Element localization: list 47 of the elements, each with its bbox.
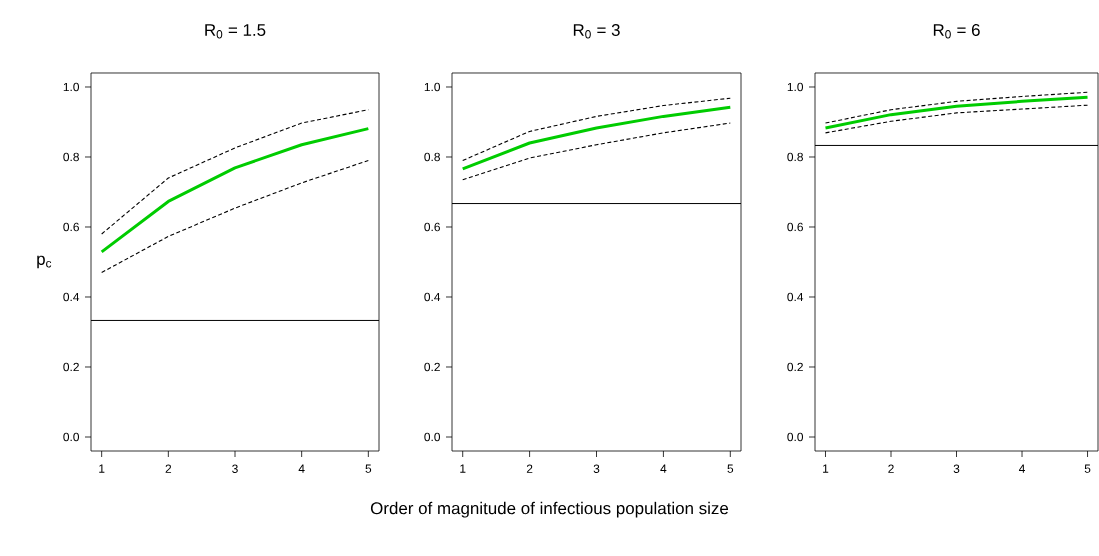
line-series: [461, 105, 732, 171]
chart-title: R$_{0}$ = 3: [573, 23, 620, 39]
x-tick-label: 5: [727, 464, 734, 473]
y-tick-label: 0.8: [787, 152, 803, 162]
x-tick-label: 5: [1084, 464, 1091, 473]
x-tick-label: 3: [232, 464, 238, 473]
y-axis-title: p$_{c}$: [37, 255, 52, 269]
x-tick-label: 2: [165, 464, 172, 473]
y-tick-label: 0.4: [424, 292, 441, 302]
x-tick-label: 5: [365, 464, 372, 473]
x-tick-label: 4: [660, 464, 667, 473]
y-tick-label: 0.8: [63, 152, 79, 162]
y-tick-label: 0.0: [787, 432, 804, 442]
line-series: [824, 91, 1089, 124]
x-tick-label: 4: [298, 464, 305, 473]
x-tick-label: 3: [593, 464, 600, 473]
x-tick-label: 3: [953, 464, 960, 473]
x-tick-label: 2: [526, 464, 533, 473]
y-tick-label: 0.6: [424, 222, 440, 232]
y-tick-label: 0.4: [63, 292, 80, 302]
x-tick-label: 4: [1018, 464, 1025, 473]
x-tick-label: 1: [823, 464, 829, 473]
x-tick-label: 1: [99, 464, 105, 473]
y-tick-label: 0.8: [424, 152, 440, 162]
line-series: [824, 104, 1089, 134]
y-tick-label: 0.0: [424, 432, 441, 442]
y-tick-label: 0.0: [63, 432, 80, 442]
line-series: [101, 159, 369, 274]
line-series: [100, 127, 370, 254]
chart-title: R$_{0}$ = 1.5: [205, 24, 266, 39]
y-tick-label: 0.6: [63, 222, 79, 232]
chart-title: R$_{0}$ = 6: [933, 23, 980, 39]
line-series: [101, 109, 369, 235]
y-tick-label: 0.2: [63, 362, 79, 372]
x-tick-label: 2: [888, 464, 894, 473]
y-tick-label: 1.0: [424, 82, 441, 92]
y-tick-label: 0.6: [787, 222, 803, 232]
x-tick-label: 1: [460, 464, 466, 473]
y-tick-label: 0.2: [424, 362, 440, 372]
x-axis-title: Order of magnitude of infectious population size: [370, 501, 729, 518]
y-tick-label: 0.2: [787, 362, 803, 372]
line-series: [462, 122, 731, 181]
y-tick-label: 1.0: [63, 82, 80, 92]
y-tick-label: 1.0: [787, 82, 804, 92]
y-tick-label: 0.4: [787, 292, 804, 302]
line-series: [462, 97, 731, 162]
line-series: [823, 95, 1090, 130]
